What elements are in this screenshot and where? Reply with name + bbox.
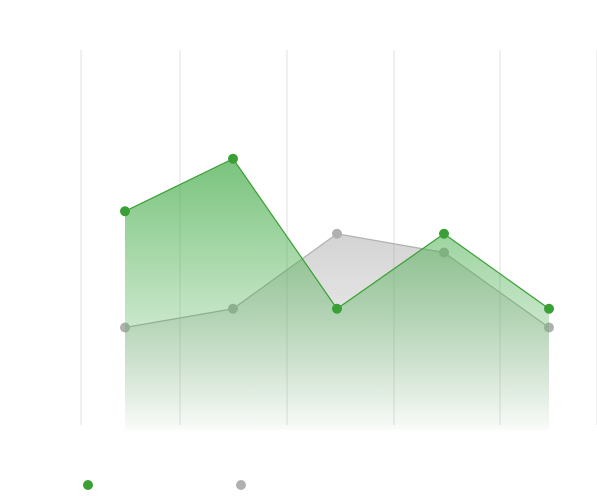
series-1-point-4 [439,228,449,239]
series-1-area [125,158,549,430]
series-1-point-2 [228,153,238,164]
legend-marker-series-2 [236,480,246,490]
series-1 [120,153,554,430]
series-1-point-1 [120,206,130,217]
series-layer [120,153,554,430]
legend-marker-series-1 [83,480,93,490]
series-1-point-5 [544,303,554,314]
legend [83,480,246,490]
series-2-point-3 [332,228,342,239]
series-1-point-3 [332,303,342,314]
